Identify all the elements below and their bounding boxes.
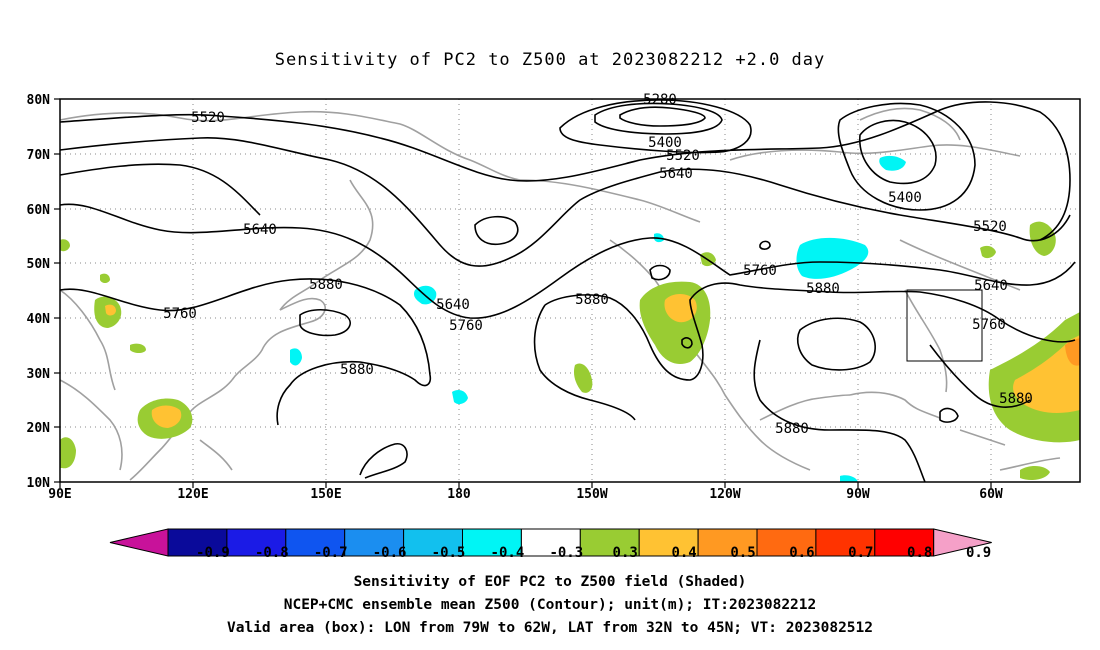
shaded-negative (290, 155, 906, 482)
lat-labels: 80N 70N 60N 50N 40N 30N 20N 10N (27, 93, 51, 491)
contour-label: 5760 (449, 318, 483, 334)
contour-label: 5640 (436, 297, 470, 313)
contour-label: 5520 (191, 110, 225, 126)
contour-label: 5880 (575, 292, 609, 308)
colorbar-swatch (285, 528, 346, 557)
colorbar-swatch (874, 528, 935, 557)
lon-labels: 90E 120E 150E 180 150W 120W 90W 60W (48, 487, 1003, 502)
colorbar-swatch (638, 528, 699, 557)
z500-contours (59, 99, 1076, 483)
colorbar-label: -0.4 (491, 545, 525, 561)
colorbar-label: 0.8 (907, 545, 932, 561)
colorbar-label: 0.5 (730, 545, 755, 561)
colorbar-label: -0.7 (314, 545, 348, 561)
colorbar-swatch (226, 528, 287, 557)
contour-label: 5640 (974, 278, 1008, 294)
coastlines (59, 107, 1061, 481)
contour-label: 5400 (888, 190, 922, 206)
footer-line-3: Valid area (box): LON from 79W to 62W, L… (226, 620, 873, 636)
lat-label: 10N (27, 476, 51, 491)
colorbar-label: 0.6 (789, 545, 814, 561)
contour-label: 5760 (743, 263, 777, 279)
contour-label: 5760 (163, 306, 197, 322)
colorbar-label: 0.9 (966, 545, 991, 561)
chart-title: Sensitivity of PC2 to Z500 at 2023082212… (274, 50, 826, 70)
contour-label: 5880 (775, 421, 809, 437)
colorbar-label: -0.5 (432, 545, 466, 561)
contour-label: 5400 (648, 135, 682, 151)
lat-label: 60N (27, 203, 51, 218)
contour-labels: 5280 5400 5400 5520 5520 5520 5640 5640 … (163, 92, 1033, 437)
colorbar-high-end (933, 528, 992, 557)
lon-label: 90W (846, 487, 870, 502)
plot-frame (59, 98, 1081, 483)
lat-label: 30N (27, 367, 51, 382)
colorbar: -0.9 -0.8 -0.7 -0.6 -0.5 -0.4 -0.3 0.3 0.4 0.5 0.6… (109, 528, 992, 561)
lon-label: 90E (48, 487, 71, 502)
contour-label: 5880 (309, 277, 343, 293)
colorbar-label: -0.8 (255, 545, 289, 561)
footer-line-1: Sensitivity of EOF PC2 to Z500 field (Sh… (353, 574, 747, 590)
lat-label: 80N (27, 93, 51, 108)
colorbar-low-end (109, 528, 169, 557)
contour-label: 5520 (973, 219, 1007, 235)
contour-label: 5880 (999, 391, 1033, 407)
colorbar-swatch (815, 528, 876, 557)
contour-label: 5640 (659, 166, 693, 182)
lon-label: 150W (576, 487, 607, 502)
lon-label: 180 (447, 487, 471, 502)
colorbar-swatch (756, 528, 817, 557)
lat-label: 70N (27, 148, 51, 163)
colorbar-label: 0.4 (671, 545, 696, 561)
lon-label: 60W (979, 487, 1003, 502)
colorbar-label: -0.6 (373, 545, 407, 561)
colorbar-label: 0.3 (613, 545, 638, 561)
colorbar-swatch (167, 528, 228, 557)
contour-label: 5520 (666, 148, 700, 164)
colorbar-label: -0.9 (196, 545, 230, 561)
contour-label: 5640 (243, 222, 277, 238)
colorbar-label: -0.3 (549, 545, 583, 561)
lat-label: 50N (27, 257, 51, 272)
contour-label: 5280 (643, 92, 677, 108)
colorbar-swatch (579, 528, 640, 557)
contour-label: 5880 (806, 281, 840, 297)
tick-marks (54, 98, 992, 488)
lon-label: 150E (310, 487, 341, 502)
valid-area-box (906, 289, 983, 362)
lon-label: 120W (709, 487, 740, 502)
lat-label: 20N (27, 421, 51, 436)
footer-line-2: NCEP+CMC ensemble mean Z500 (Contour); u… (283, 597, 817, 613)
lat-label: 40N (27, 312, 51, 327)
contour-label: 5880 (340, 362, 374, 378)
colorbar-label: 0.7 (848, 545, 873, 561)
contour-label: 5760 (972, 317, 1006, 333)
colorbar-swatch (403, 528, 464, 557)
lon-label: 120E (177, 487, 208, 502)
